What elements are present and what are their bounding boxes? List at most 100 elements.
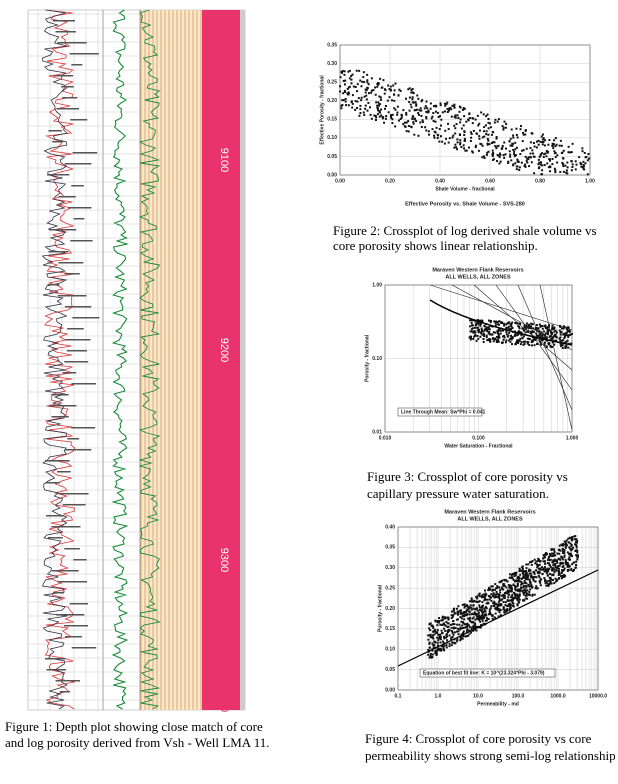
scatter-dot (445, 644, 448, 647)
scatter-dot (502, 126, 505, 129)
scatter-dot (461, 624, 464, 627)
scatter-dot (366, 79, 369, 82)
scatter-dot (459, 133, 462, 136)
scatter-dot (508, 139, 511, 142)
scatter-dot (517, 330, 520, 333)
scatter-dot (456, 114, 459, 117)
scatter-dot (523, 588, 526, 591)
scatter-dot (375, 116, 378, 119)
scatter-dot (489, 607, 492, 610)
scatter-dot (492, 595, 495, 598)
scatter-dot (474, 625, 477, 628)
scatter-dot (365, 94, 368, 97)
scatter-dot (536, 587, 539, 590)
scatter-dot (454, 114, 457, 117)
x-tick-label: 10000.0 (589, 693, 607, 699)
scatter-dot (569, 552, 572, 555)
scatter-dot (480, 111, 483, 114)
scatter-dot (410, 106, 413, 109)
scatter-dot (454, 642, 457, 645)
scatter-dot (470, 600, 473, 603)
scatter-dot (557, 573, 560, 576)
scatter-dot (560, 543, 563, 546)
scatter-dot (574, 566, 577, 569)
scatter-dot (494, 338, 497, 341)
scatter-dot (468, 116, 471, 119)
scatter-dot (372, 89, 375, 92)
scatter-dot (509, 606, 512, 609)
scatter-dot (532, 338, 535, 341)
scatter-dot (496, 153, 499, 156)
scatter-dot (471, 151, 474, 154)
scatter-dot (531, 340, 534, 343)
y-axis-label: Effective Porosity - fractional (319, 75, 325, 145)
scatter-dot (541, 336, 544, 339)
scatter-dot (515, 340, 518, 343)
scatter-dot (452, 620, 455, 623)
scatter-dot (436, 621, 439, 624)
y-tick-label: 0.10 (385, 647, 395, 653)
scatter-dot (498, 593, 501, 596)
scatter-dot (489, 126, 492, 129)
core-sample (58, 493, 89, 495)
caption: permeability shows strong semi-log relat… (365, 748, 616, 763)
scatter-dot (522, 573, 525, 576)
scatter-dot (447, 628, 450, 631)
scatter-dot (474, 623, 477, 626)
scatter-dot (522, 340, 525, 343)
scatter-dot (450, 617, 453, 620)
scatter-dot (480, 624, 483, 627)
scatter-dot (340, 104, 343, 107)
scatter-dot (563, 326, 566, 329)
scatter-dot (509, 604, 512, 607)
scatter-dot (490, 605, 493, 608)
scatter-dot (439, 623, 442, 626)
scatter-dot (529, 588, 532, 591)
scatter-dot (539, 163, 542, 166)
scatter-dot (446, 639, 449, 642)
scatter-dot (570, 169, 573, 172)
scatter-dot (570, 543, 573, 546)
scatter-dot (465, 635, 468, 638)
core-sample (62, 504, 86, 506)
scatter-dot (549, 555, 552, 558)
scatter-dot (459, 609, 462, 612)
scatter-dot (456, 141, 459, 144)
scatter-dot (492, 141, 495, 144)
scatter-dot (363, 81, 366, 84)
scatter-dot (448, 107, 451, 110)
scatter-dot (539, 567, 542, 570)
scatter-dot (499, 332, 502, 335)
scatter-dot (436, 648, 439, 651)
scatter-dot (519, 322, 522, 325)
scatter-dot (539, 161, 542, 164)
scatter-dot (522, 589, 525, 592)
scatter-dot (494, 596, 497, 599)
scatter-dot (525, 563, 528, 566)
scatter-dot (460, 617, 463, 620)
scatter-dot (468, 336, 471, 339)
scatter-dot (483, 329, 486, 332)
core-sample (73, 218, 85, 220)
scatter-dot (417, 134, 420, 137)
scatter-dot (483, 135, 486, 138)
y-tick-label: 0.05 (385, 667, 395, 673)
scatter-dot (460, 633, 463, 636)
x-tick-label: 0.00 (335, 178, 345, 184)
scatter-dot (564, 558, 567, 561)
scatter-dot (429, 635, 432, 638)
scatter-dot (570, 545, 573, 548)
scatter-dot (481, 333, 484, 336)
scatter-dot (559, 562, 562, 565)
scatter-dot (521, 565, 524, 568)
scatter-dot (461, 637, 464, 640)
scatter-dot (514, 141, 517, 144)
x-tick-label: 0.60 (485, 178, 495, 184)
scatter-dot (529, 581, 532, 584)
scatter-dot (497, 607, 500, 610)
core-sample (51, 394, 69, 396)
scatter-dot (496, 339, 499, 342)
scatter-dot (567, 537, 570, 540)
plot-title: Maraven Western Flank Reservoirs (432, 267, 523, 273)
scatter-dot (432, 630, 435, 633)
